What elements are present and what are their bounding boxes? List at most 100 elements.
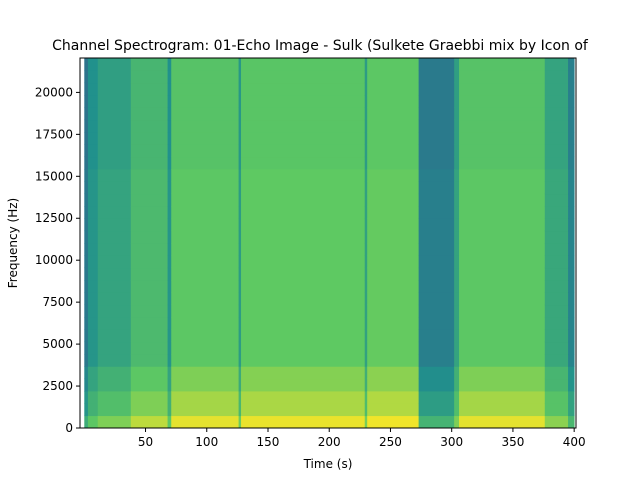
spectrogram-cell xyxy=(238,341,242,355)
spectrogram-cell xyxy=(130,255,168,269)
spectrogram-cell xyxy=(364,206,368,219)
spectrogram-cell xyxy=(84,255,89,269)
spectrogram-cell xyxy=(84,329,89,343)
spectrogram-cell xyxy=(459,378,546,392)
spectrogram-cell xyxy=(171,366,239,380)
spectrogram-cell xyxy=(130,95,168,108)
spectrogram-cell xyxy=(544,181,569,195)
spectrogram-cell xyxy=(459,280,546,293)
spectrogram-cell xyxy=(130,354,168,367)
spectrogram-cell xyxy=(87,95,99,108)
spectrogram-cell xyxy=(459,82,546,96)
spectrogram-cell xyxy=(130,107,168,121)
spectrogram-cell xyxy=(241,317,366,330)
spectrogram-cell xyxy=(84,391,89,404)
spectrogram-cell xyxy=(238,354,242,367)
spectrogram-cell xyxy=(568,329,575,343)
spectrogram-cell xyxy=(364,366,368,380)
spectrogram-cell xyxy=(364,82,368,96)
spectrogram-cell xyxy=(238,415,242,429)
spectrogram-cell xyxy=(167,58,172,71)
spectrogram-cell xyxy=(459,317,546,330)
spectrogram-cell xyxy=(418,70,455,84)
spectrogram-cell xyxy=(418,304,455,318)
y-tick-label: 17500 xyxy=(35,127,73,141)
spectrogram-cell xyxy=(87,317,99,330)
spectrogram-cell xyxy=(418,255,455,269)
spectrogram-cell xyxy=(418,58,455,71)
spectrogram-cell xyxy=(454,391,460,404)
spectrogram-cell xyxy=(367,132,420,145)
spectrogram-cell xyxy=(97,95,132,108)
spectrogram-cell xyxy=(568,156,575,170)
spectrogram-cell xyxy=(130,415,168,429)
spectrogram-cell xyxy=(241,119,366,133)
spectrogram-cell xyxy=(367,341,420,355)
spectrogram-cell xyxy=(568,107,575,121)
spectrogram-cell xyxy=(97,193,132,207)
spectrogram-cell xyxy=(454,107,460,121)
spectrogram-cell xyxy=(418,366,455,380)
spectrogram-cell xyxy=(418,280,455,293)
x-tick-label: 200 xyxy=(318,435,341,449)
spectrogram-cell xyxy=(418,181,455,195)
spectrogram-cell xyxy=(130,304,168,318)
spectrogram-cell xyxy=(130,317,168,330)
spectrogram-cell xyxy=(84,156,89,170)
spectrogram-cell xyxy=(568,193,575,207)
spectrogram-cell xyxy=(87,255,99,269)
spectrogram-cell xyxy=(241,280,366,293)
spectrogram-cell xyxy=(167,329,172,343)
spectrogram-cell xyxy=(171,415,239,429)
spectrogram-cell xyxy=(364,107,368,121)
spectrogram-cell xyxy=(367,366,420,380)
spectrogram-cell xyxy=(364,95,368,108)
spectrogram-cell xyxy=(167,292,172,306)
y-tick-label: 20000 xyxy=(35,85,73,99)
spectrogram-cell xyxy=(459,230,546,244)
spectrogram-cell xyxy=(241,267,366,281)
spectrogram-cell xyxy=(568,70,575,84)
spectrogram-cell xyxy=(364,218,368,232)
spectrogram-cell xyxy=(367,70,420,84)
spectrogram-cell xyxy=(130,156,168,170)
spectrogram-cell xyxy=(84,378,89,392)
spectrogram-cell xyxy=(241,107,366,121)
spectrogram-cell xyxy=(171,206,239,219)
spectrogram-cell xyxy=(544,354,569,367)
spectrogram-cell xyxy=(418,415,455,429)
spectrogram-cell xyxy=(367,378,420,392)
spectrogram-cell xyxy=(167,280,172,293)
spectrogram-cell xyxy=(459,169,546,182)
spectrogram-cell xyxy=(459,206,546,219)
spectrogram-cell xyxy=(167,267,172,281)
spectrogram-cell xyxy=(97,378,132,392)
spectrogram-cell xyxy=(167,317,172,330)
spectrogram-cell xyxy=(84,181,89,195)
spectrogram-cell xyxy=(84,70,89,84)
spectrogram-cell xyxy=(97,206,132,219)
spectrogram-cell xyxy=(241,58,366,71)
spectrogram-cell xyxy=(84,169,89,182)
spectrogram-cell xyxy=(167,354,172,367)
spectrogram-cell xyxy=(241,378,366,392)
spectrogram-cell xyxy=(84,230,89,244)
spectrogram-cell xyxy=(364,354,368,367)
spectrogram-cell xyxy=(241,70,366,84)
spectrogram-cell xyxy=(238,329,242,343)
spectrogram-cell xyxy=(130,366,168,380)
spectrogram-cell xyxy=(568,95,575,108)
spectrogram-cell xyxy=(97,317,132,330)
plot-frame xyxy=(79,57,577,429)
spectrogram-cell xyxy=(97,255,132,269)
spectrogram-cell xyxy=(568,230,575,244)
spectrogram-cell xyxy=(241,132,366,145)
y-axis-label: Frequency (Hz) xyxy=(6,198,20,289)
spectrogram-cell xyxy=(459,304,546,318)
spectrogram-cell xyxy=(238,119,242,133)
spectrogram-cell xyxy=(367,218,420,232)
spectrogram-cell xyxy=(167,119,172,133)
spectrogram-cell xyxy=(418,230,455,244)
spectrogram-cell xyxy=(459,119,546,133)
spectrogram-cell xyxy=(171,255,239,269)
